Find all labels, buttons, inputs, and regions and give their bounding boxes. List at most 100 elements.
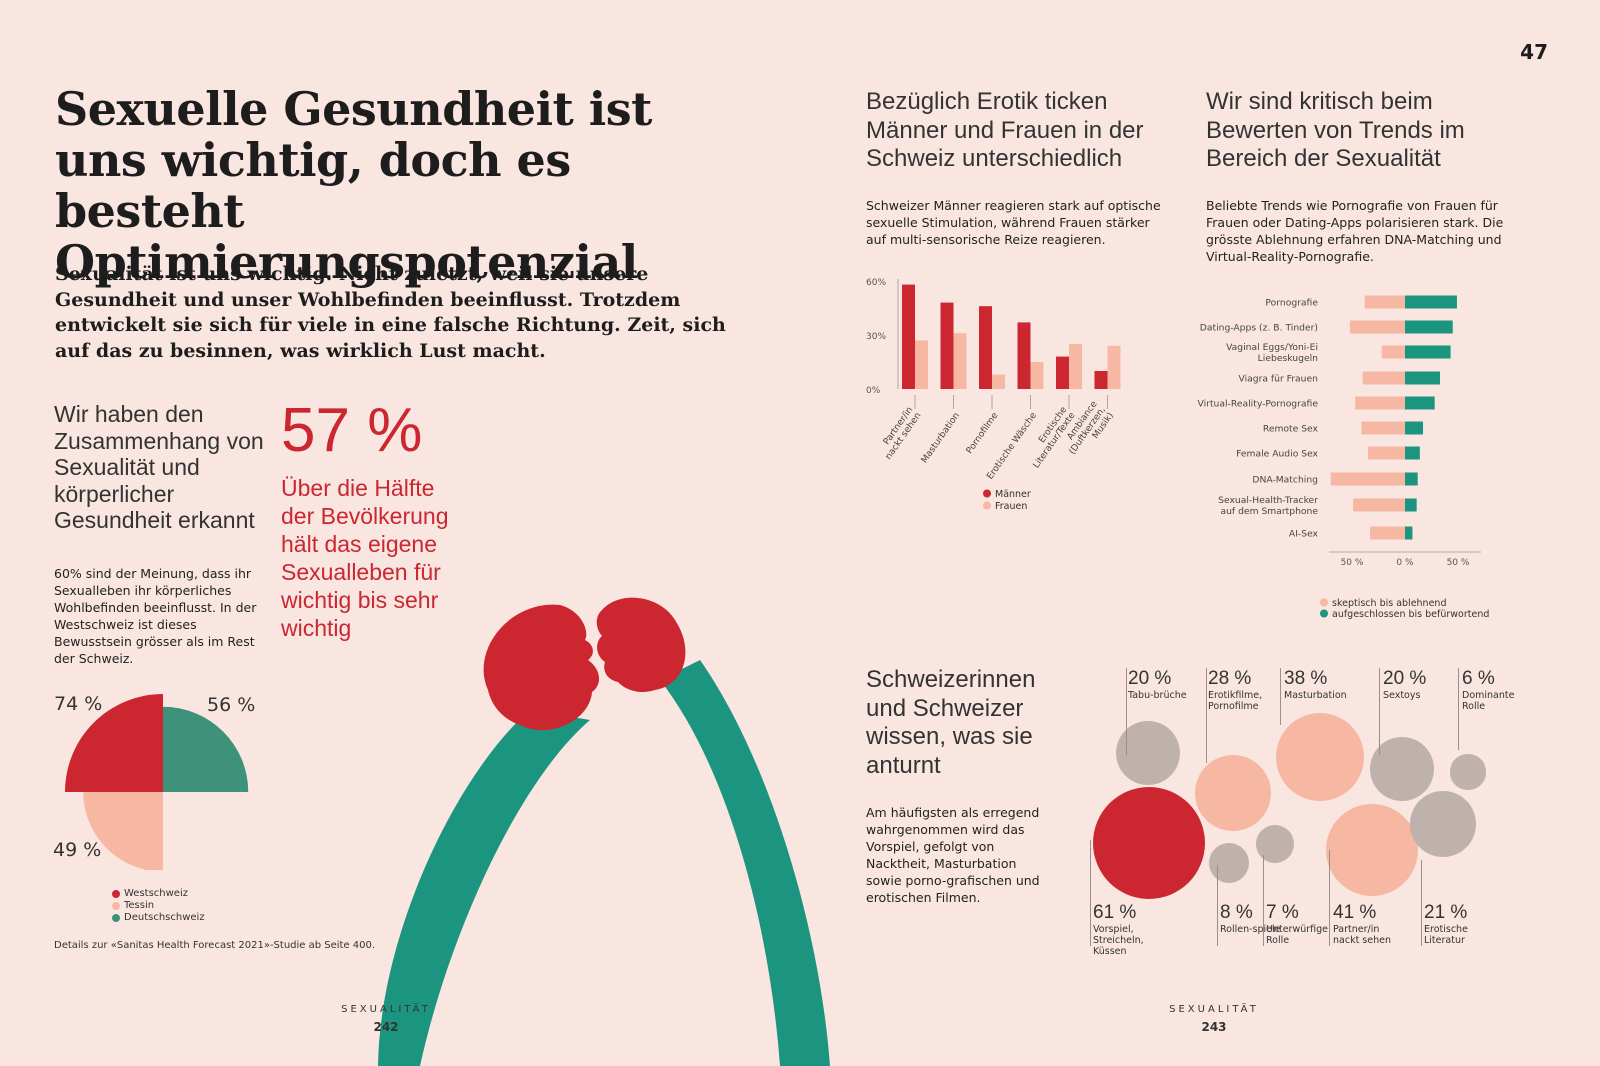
big-number-description: Über die Hälfte der Bevölkerung hält das… <box>281 475 449 641</box>
bubble-value: 7 % <box>1266 902 1299 923</box>
bubble-value: 20 % <box>1383 668 1427 689</box>
trend-bar-skeptisch <box>1353 498 1405 512</box>
bubble-leader-line <box>1421 860 1422 946</box>
trend-bar-skeptisch <box>1381 345 1405 359</box>
bubble-value: 41 % <box>1333 902 1377 923</box>
trend-bar-aufgeschlossen <box>1405 396 1435 410</box>
page-number-top: 47 <box>1520 40 1548 64</box>
legend-dot <box>1320 609 1328 618</box>
bubble-category: Unterwürfige Rolle <box>1266 924 1329 946</box>
bubble-leader-line <box>1280 668 1281 725</box>
legend-dot <box>1320 598 1328 607</box>
bar-maenner <box>902 284 915 389</box>
legend-label-frauen: Frauen <box>995 501 1027 512</box>
bubble-label-box: 38 % Masturbation <box>1284 668 1347 701</box>
trend-category-label: Virtual-Reality-Pornografie <box>1198 399 1319 410</box>
trends-section-body: Beliebte Trends wie Pornografie von Frau… <box>1206 198 1504 264</box>
trends-section-title: Wir sind kritisch beim Bewerten von Tren… <box>1206 88 1465 172</box>
trend-bar-aufgeschlossen <box>1405 345 1451 359</box>
trend-bar-aufgeschlossen <box>1405 498 1417 512</box>
bubble-leader-line <box>1329 850 1330 946</box>
bubble-category: Erotikfilme, Pornofilme <box>1208 690 1263 712</box>
bubble-value: 28 % <box>1208 668 1252 689</box>
x-tick-label: 50 % <box>1447 558 1470 568</box>
trend-bar-skeptisch <box>1370 526 1405 540</box>
trend-bar-aufgeschlossen <box>1405 446 1420 460</box>
pie-slice-westschweiz <box>65 694 163 792</box>
trend-category-label: Vaginal Eggs/Yoni-Ei <box>1226 342 1318 353</box>
trend-bar-aufgeschlossen <box>1405 526 1413 540</box>
bubble <box>1195 755 1271 831</box>
trend-category-label: Liebeskugeln <box>1258 353 1318 364</box>
legend-dot <box>112 890 120 898</box>
turnon-bubble-chart: 20 % Tabu-brüche 28 % Erotikfilme, Pornofil… <box>1080 660 1550 970</box>
x-tick-label: 50 % <box>1341 558 1364 568</box>
y-tick-label: 30% <box>866 332 886 342</box>
bar-frauen <box>992 374 1005 389</box>
legend-dot <box>983 501 991 510</box>
trend-category-label: Pornografie <box>1265 298 1318 309</box>
bubble-leader-line <box>1126 668 1127 755</box>
bubble <box>1450 754 1486 790</box>
bubble-label-box: 6 % Dominante Rolle <box>1462 668 1524 712</box>
x-tick-group: Masturbation <box>920 411 962 465</box>
bubble <box>1093 787 1205 899</box>
footer-label-left: SEXUALITÄT <box>341 1004 431 1015</box>
y-tick-label: 60% <box>866 278 886 288</box>
bar-frauen <box>1030 362 1044 389</box>
bubble-leader-line <box>1458 668 1459 750</box>
bubble <box>1410 791 1476 857</box>
bubble-label-box: 7 % Unterwürfige Rolle <box>1266 902 1328 946</box>
bubble-value: 21 % <box>1424 902 1468 923</box>
trend-category-label: AI-Sex <box>1289 529 1319 540</box>
arch-illustration <box>378 597 830 1066</box>
health-section-title: Wir haben den Zusammenhang von Sexualitä… <box>54 401 264 534</box>
trend-legend-label: aufgeschlossen bis befürwortend <box>1332 609 1489 620</box>
region-pie-chart: 74 % 56 % 49 % <box>53 693 255 870</box>
legend-dot <box>112 902 120 910</box>
trend-category-label: auf dem Smartphone <box>1220 506 1318 517</box>
bar-frauen <box>1069 344 1082 389</box>
x-tick-label: Masturbation <box>920 411 962 465</box>
trend-category-label: DNA-Matching <box>1252 475 1318 486</box>
pie-label-deutschschweiz: 56 % <box>207 694 255 716</box>
bubble-category: Erotische Literatur <box>1424 924 1468 946</box>
bubble-leader-line <box>1217 865 1218 946</box>
bar-frauen <box>915 340 928 389</box>
bubble-label-box: 20 % Sextoys <box>1383 668 1445 701</box>
trend-bar-skeptisch <box>1364 295 1405 309</box>
trend-bar-aufgeschlossen <box>1405 472 1418 486</box>
bubble-value: 20 % <box>1128 668 1172 689</box>
bubble-label-box: 21 % Erotische Literatur <box>1424 902 1486 946</box>
health-section-body: 60% sind der Meinung, dass ihr Sexualleb… <box>54 566 257 666</box>
trend-bar-aufgeschlossen <box>1405 320 1453 334</box>
trend-category-label: Female Audio Sex <box>1236 449 1318 460</box>
bubble-leader-line <box>1379 668 1380 755</box>
bubble-value: 8 % <box>1220 902 1253 923</box>
bar-frauen <box>1107 345 1121 389</box>
bubble-category: Tabu-brüche <box>1128 690 1187 701</box>
trend-bar-skeptisch <box>1349 320 1405 334</box>
bar-maenner <box>940 302 954 389</box>
legend-label-maenner: Männer <box>995 489 1031 500</box>
bubble-label-box: 61 % Vorspiel, Streicheln, Küssen <box>1093 902 1155 957</box>
bubble-category: Sextoys <box>1383 690 1421 701</box>
bubble-leader-line <box>1263 855 1264 946</box>
footer-label-right: SEXUALITÄT <box>1169 1004 1259 1015</box>
erotik-section-title: Bezüglich Erotik ticken Männer und Fraue… <box>866 88 1144 172</box>
trend-bar-aufgeschlossen <box>1405 421 1424 435</box>
bubble <box>1208 842 1250 884</box>
heart-left-shape <box>483 604 600 731</box>
trend-bar-aufgeschlossen <box>1405 295 1457 309</box>
footer-page-left: 242 <box>373 1020 399 1034</box>
bar-maenner <box>979 306 992 389</box>
bubble-value: 38 % <box>1284 668 1328 689</box>
bubble-value: 61 % <box>1093 902 1137 923</box>
trend-bar-skeptisch <box>1367 446 1405 460</box>
bubble-value: 6 % <box>1462 668 1495 689</box>
legend-label-westschweiz: Westschweiz <box>124 888 188 899</box>
arch-teal-band <box>378 710 590 1066</box>
legend-item: Westschweiz <box>112 888 205 900</box>
trends-diverging-chart: Pornografie Dating-Apps (z. B. Tinder) Vag… <box>1198 295 1489 620</box>
